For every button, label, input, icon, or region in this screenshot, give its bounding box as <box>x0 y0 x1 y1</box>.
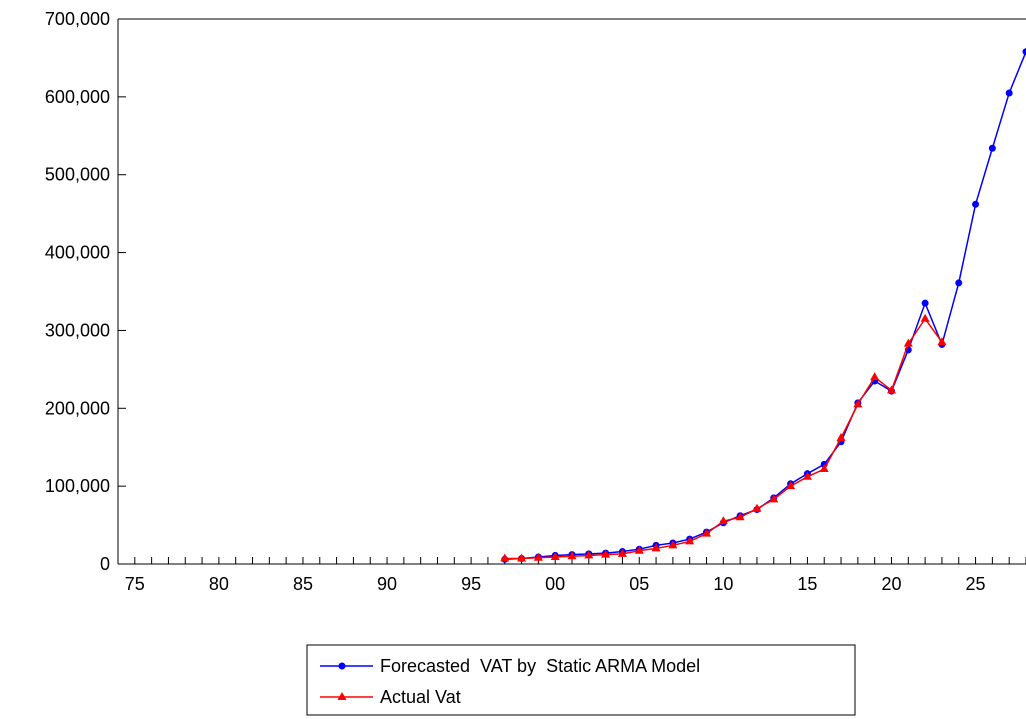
legend-forecast-label: Forecasted VAT by Static ARMA Model <box>380 656 700 676</box>
y-tick-label: 600,000 <box>45 87 110 107</box>
legend-actual-marker <box>337 692 347 700</box>
actual-point <box>903 338 913 347</box>
forecast-point <box>955 279 963 287</box>
x-tick-label: 15 <box>797 574 817 594</box>
actual-point <box>802 471 812 480</box>
forecast-point <box>921 299 929 307</box>
actual-point <box>567 551 577 560</box>
y-tick-label: 500,000 <box>45 165 110 185</box>
y-tick-label: 100,000 <box>45 476 110 496</box>
actual-point <box>937 337 947 346</box>
actual-point <box>786 481 796 490</box>
forecast-point <box>972 200 980 208</box>
actual-point <box>702 528 712 537</box>
legend-item-forecast: Forecasted VAT by Static ARMA Model <box>320 656 700 676</box>
y-tick-label: 400,000 <box>45 243 110 263</box>
actual-point <box>517 553 527 562</box>
legend: Forecasted VAT by Static ARMA Model Actu… <box>306 644 856 716</box>
actual-point <box>886 385 896 394</box>
actual-point <box>533 552 543 561</box>
forecast-point <box>988 144 996 152</box>
actual-point <box>769 494 779 503</box>
x-axis-ticks: 75 80 85 90 95 00 05 10 15 20 25 <box>117 557 1026 594</box>
actual-point <box>836 432 846 441</box>
y-tick-label: 200,000 <box>45 398 110 418</box>
x-tick-label: 05 <box>629 574 649 594</box>
actual-point <box>819 464 829 473</box>
x-tick-label: 90 <box>377 574 397 594</box>
x-tick-label: 85 <box>293 574 313 594</box>
y-axis-ticks: 0 100,000 200,000 300,000 400,000 500,000 600,… <box>45 9 126 574</box>
legend-box <box>306 644 856 716</box>
x-tick-label: 80 <box>209 574 229 594</box>
y-tick-label: 700,000 <box>45 9 110 29</box>
actual-point <box>550 551 560 560</box>
forecast-point <box>1005 89 1013 97</box>
series-layer <box>500 48 1026 563</box>
actual-point <box>752 503 762 512</box>
actual-point <box>735 512 745 521</box>
actual-point <box>584 550 594 559</box>
actual-point <box>601 549 611 558</box>
legend-actual-label: Actual Vat <box>380 687 461 707</box>
actual-point <box>870 372 880 381</box>
legend-forecast-marker <box>338 662 346 670</box>
forecast-series-line <box>504 51 1026 561</box>
actual-point <box>651 543 661 552</box>
legend-item-actual: Actual Vat <box>320 687 461 707</box>
x-tick-label: 75 <box>125 574 145 594</box>
x-tick-label: 20 <box>881 574 901 594</box>
actual-point <box>718 516 728 525</box>
actual-point <box>634 545 644 554</box>
x-tick-label: 00 <box>545 574 565 594</box>
actual-point <box>668 540 678 549</box>
actual-point <box>617 548 627 557</box>
forecast-point <box>1022 48 1026 56</box>
actual-point <box>920 313 930 322</box>
actual-point <box>685 536 695 545</box>
actual-point <box>853 399 863 408</box>
x-tick-label: 95 <box>461 574 481 594</box>
actual-point <box>500 553 510 562</box>
y-tick-label: 300,000 <box>45 320 110 340</box>
y-tick-label: 0 <box>100 554 110 574</box>
x-tick-label: 25 <box>966 574 986 594</box>
x-tick-label: 10 <box>713 574 733 594</box>
plot-frame <box>117 18 1026 565</box>
